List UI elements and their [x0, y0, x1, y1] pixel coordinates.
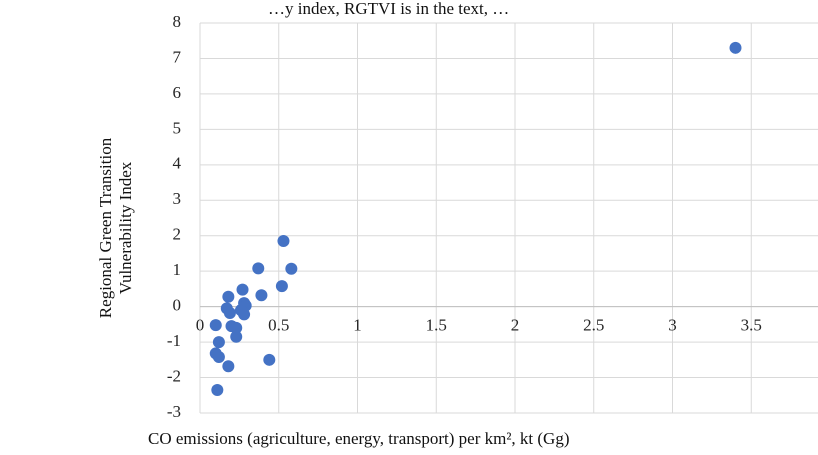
x-tick-label: 1.5	[426, 316, 447, 335]
data-point	[209, 319, 222, 332]
y-tick-label: 3	[173, 189, 182, 208]
x-tick-label: 0	[196, 316, 205, 335]
data-point	[252, 262, 265, 275]
data-point	[263, 353, 276, 366]
x-tick-label: 0.5	[268, 316, 289, 335]
y-tick-label: 6	[173, 83, 182, 102]
x-tick-label: 1	[353, 316, 362, 335]
x-tick-label: 3	[668, 316, 677, 335]
y-tick-label: 8	[173, 12, 182, 31]
x-tick-labels: 00.511.522.533.54	[196, 316, 762, 335]
y-tick-label: -1	[167, 331, 181, 350]
y-tick-label: -2	[167, 366, 181, 385]
grid-lines	[199, 22, 818, 414]
x-tick-label: 2	[511, 316, 520, 335]
data-point	[236, 283, 249, 296]
y-axis-title-line-1: Regional Green Transition	[96, 137, 115, 318]
y-axis-title-line-2: Vulnerability Index	[116, 161, 135, 294]
y-tick-label: 7	[173, 47, 182, 66]
data-point	[222, 360, 235, 373]
data-points	[209, 41, 742, 396]
y-tick-labels: -3 -2 -1 0 1 2 3 4 5 6 7 8	[167, 12, 182, 421]
data-point	[729, 41, 742, 54]
data-point	[277, 235, 290, 248]
data-point	[230, 330, 243, 343]
data-point	[275, 280, 288, 293]
data-point	[212, 350, 225, 363]
data-point	[222, 290, 235, 303]
chart-title: …y index, RGTVI is in the text, …	[268, 0, 509, 18]
data-point	[255, 289, 268, 302]
y-tick-label: 4	[173, 154, 182, 173]
y-tick-label: 2	[173, 225, 182, 244]
data-point	[230, 321, 243, 334]
y-tick-label: 0	[173, 296, 182, 315]
y-tick-label: 5	[173, 118, 182, 137]
x-tick-label: 3.5	[741, 316, 762, 335]
data-point	[223, 307, 236, 320]
data-point	[212, 336, 225, 349]
x-tick-label: 2.5	[583, 316, 604, 335]
y-tick-label: 1	[173, 260, 182, 279]
data-point	[285, 262, 298, 275]
data-point	[238, 308, 251, 321]
data-point	[211, 383, 224, 396]
y-tick-label: -3	[167, 402, 181, 421]
x-axis-title: CO emissions (agriculture, energy, trans…	[148, 429, 570, 448]
